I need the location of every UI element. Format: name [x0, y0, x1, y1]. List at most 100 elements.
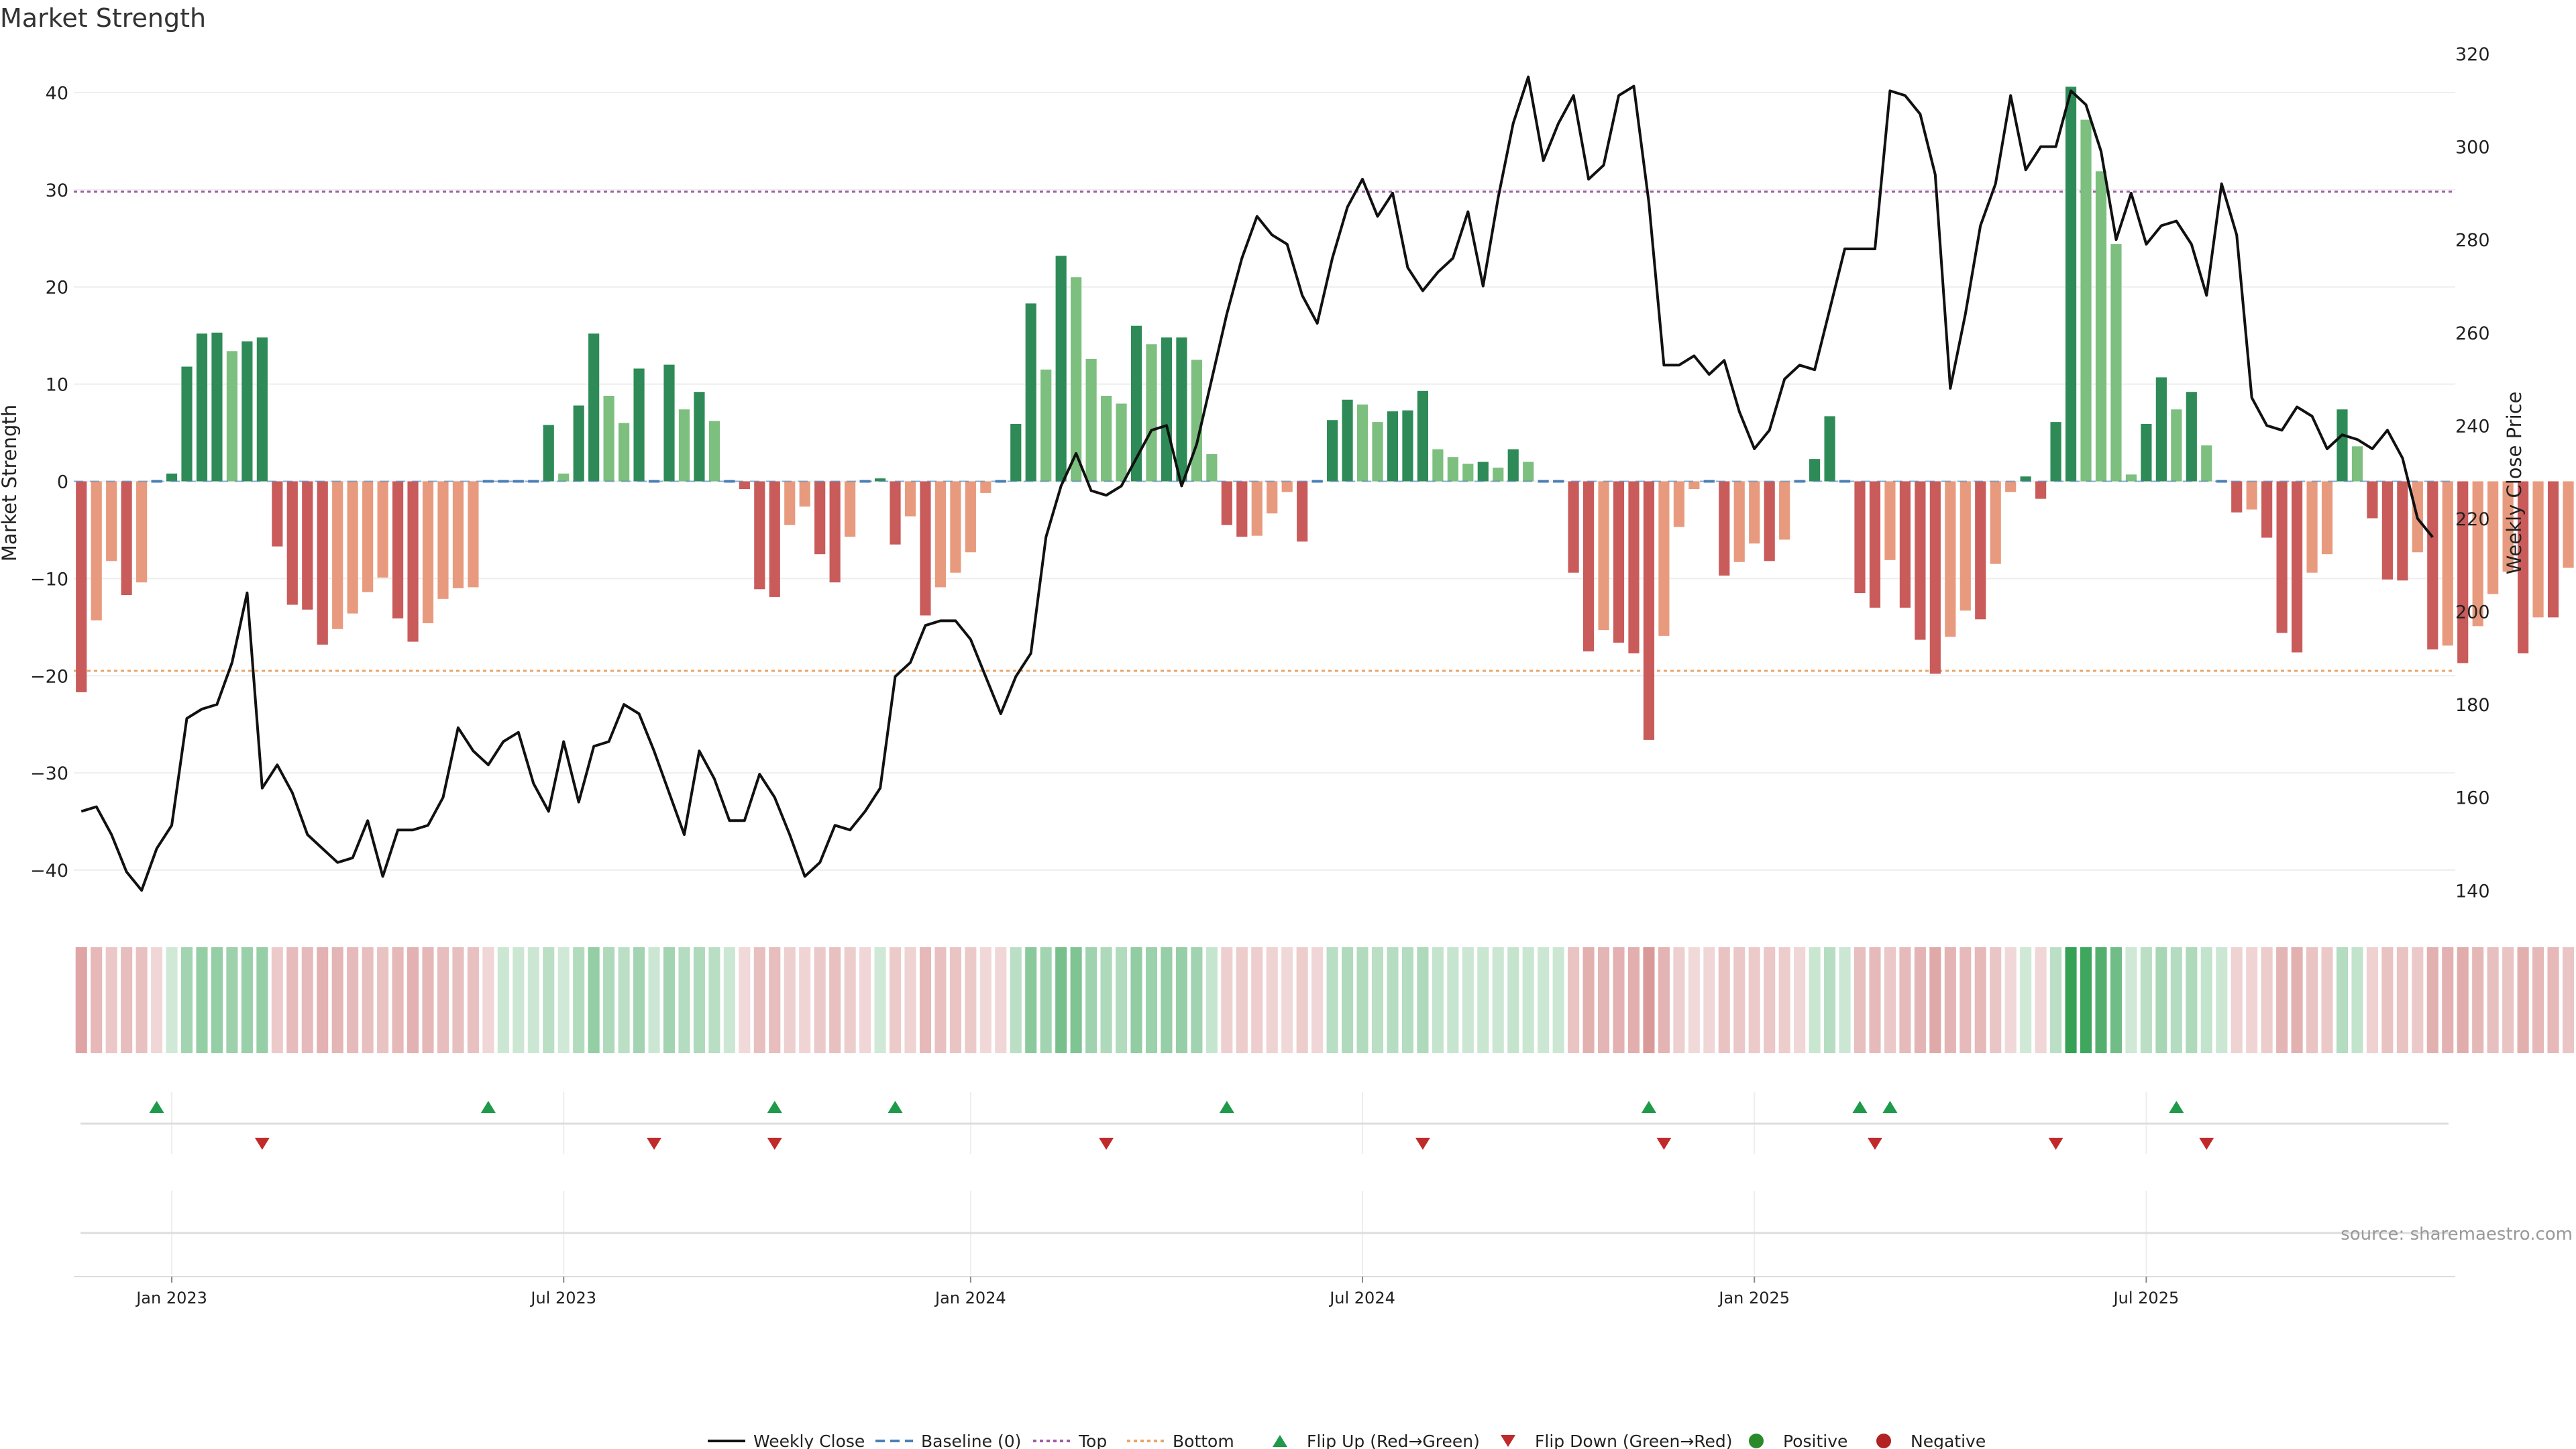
strength-bar — [874, 478, 886, 482]
heatmap-cell — [527, 947, 539, 1053]
heatmap-cell — [1161, 947, 1173, 1053]
heatmap-cell — [708, 947, 720, 1053]
strength-bar — [1613, 481, 1625, 643]
strength-bar — [1507, 449, 1519, 482]
strength-bar — [2141, 424, 2152, 482]
strength-bar — [1960, 481, 1971, 611]
strength-bar — [633, 368, 645, 482]
strength-bar — [2261, 481, 2273, 538]
heatmap-cell — [588, 947, 600, 1053]
heatmap-cell — [2155, 947, 2167, 1053]
y2-tick-label: 200 — [2455, 602, 2490, 623]
flip-down-marker — [647, 1138, 662, 1150]
heatmap-cell — [2065, 947, 2077, 1053]
heatmap-cell — [1839, 947, 1851, 1053]
heatmap-cell — [482, 947, 494, 1053]
strength-bar — [2155, 377, 2167, 482]
strength-bar — [1342, 399, 1353, 482]
strength-heatmap-strip — [75, 947, 2575, 1053]
heatmap-cell — [1492, 947, 1504, 1053]
heatmap-cell — [301, 947, 313, 1053]
heatmap-cell — [2261, 947, 2273, 1053]
heatmap-cell — [2050, 947, 2062, 1053]
legend-label: Top — [1078, 1432, 1107, 1449]
strength-bar — [2231, 481, 2243, 513]
y2-tick-label: 240 — [2455, 416, 2490, 437]
strength-bar — [136, 481, 148, 583]
strength-bar — [256, 337, 268, 482]
strength-bar — [934, 481, 947, 588]
legend-item: Top — [1033, 1432, 1107, 1449]
strength-bar — [1673, 481, 1684, 527]
strength-bar — [211, 332, 223, 482]
strength-bar — [2351, 446, 2363, 482]
strength-bar — [1100, 396, 1112, 482]
heatmap-cell — [1884, 947, 1896, 1053]
strength-bar — [302, 481, 313, 610]
heatmap-cell — [1116, 947, 1128, 1053]
strength-bar — [2563, 481, 2574, 568]
x-tick-label: Jul 2025 — [2112, 1289, 2180, 1307]
x-tick-label: Jul 2023 — [529, 1289, 596, 1307]
strength-bar — [1251, 481, 1263, 536]
y-tick-label: −30 — [30, 763, 68, 784]
heatmap-cell — [1778, 947, 1790, 1053]
strength-bar — [1402, 410, 1413, 482]
strength-bar — [1824, 416, 1835, 482]
heatmap-cell — [784, 947, 796, 1053]
strength-bar — [1372, 422, 1383, 482]
strength-bar — [2035, 481, 2047, 499]
strength-bar — [543, 425, 554, 482]
flip-up-marker — [480, 1101, 496, 1113]
heatmap-cell — [1281, 947, 1293, 1053]
strength-bar — [1854, 481, 1866, 594]
legend-item: Flip Down (Green→Red) — [1501, 1432, 1733, 1449]
heatmap-cell — [2487, 947, 2499, 1053]
strength-bar — [799, 481, 810, 507]
strength-bar — [1327, 420, 1338, 482]
heatmap-cell — [769, 947, 781, 1053]
strength-bar — [845, 481, 856, 537]
heatmap-cell — [557, 947, 570, 1053]
strength-bar — [2020, 476, 2031, 482]
strength-bar — [1929, 481, 1941, 674]
heatmap-cell — [1296, 947, 1308, 1053]
heatmap-cell — [1794, 947, 1806, 1053]
heatmap-cell — [1266, 947, 1278, 1053]
strength-bar — [619, 423, 630, 482]
heatmap-cell — [1929, 947, 1941, 1053]
flip-down-marker — [1867, 1138, 1882, 1150]
strength-bar — [2502, 481, 2514, 572]
heatmap-cell — [753, 947, 765, 1053]
heatmap-cell — [1582, 947, 1595, 1053]
strength-bar — [603, 396, 614, 482]
strength-bar — [1779, 481, 1790, 540]
heatmap-cell — [1356, 947, 1368, 1053]
strength-bar — [317, 481, 328, 645]
heatmap-cell — [2547, 947, 2559, 1053]
y-tick-label: 30 — [46, 180, 68, 201]
strength-bar — [1071, 277, 1082, 482]
strength-bar — [1387, 411, 1399, 482]
strength-bar — [1809, 459, 1821, 482]
strength-bar — [1236, 481, 1248, 537]
heatmap-cell — [1718, 947, 1730, 1053]
heatmap-cell — [2396, 947, 2408, 1053]
heatmap-cell — [1688, 947, 1700, 1053]
heatmap-cell — [799, 947, 811, 1053]
strength-bar — [950, 481, 961, 573]
heatmap-cell — [362, 947, 374, 1053]
legend-swatch — [1273, 1435, 1287, 1447]
heatmap-cell — [1432, 947, 1444, 1053]
strength-bar — [1297, 481, 1308, 542]
heatmap-cell — [965, 947, 977, 1053]
strength-bar — [2080, 119, 2092, 482]
heatmap-cell — [2004, 947, 2017, 1053]
strength-bar — [452, 481, 464, 588]
strength-bar — [1281, 481, 1293, 492]
strength-bar — [2381, 481, 2393, 580]
heatmap-cell — [422, 947, 434, 1053]
strength-bar — [1719, 481, 1730, 576]
heatmap-cell — [1342, 947, 1354, 1053]
strength-bar — [1493, 468, 1504, 482]
